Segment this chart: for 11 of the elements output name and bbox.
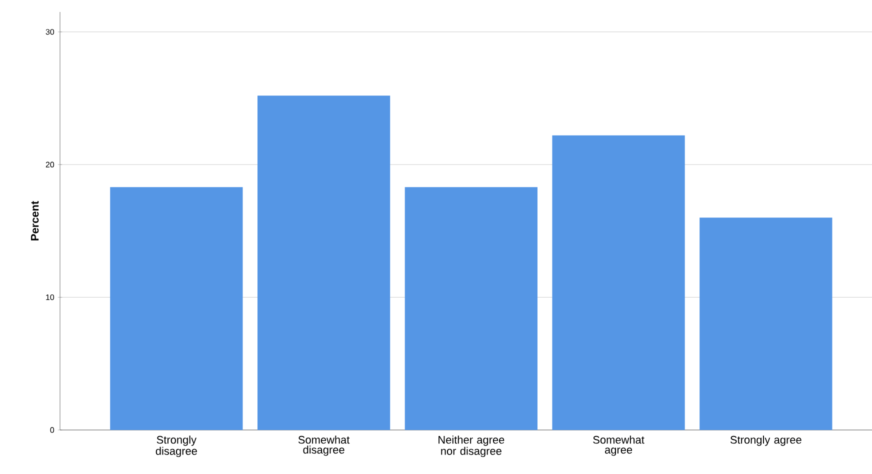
bar [552,135,685,430]
x-tick-label: Strongly disagree [156,436,197,458]
x-tick-label: Strongly agree [730,436,802,446]
bar [700,218,832,430]
bar [404,187,538,430]
y-axis-title: Percent [31,201,39,240]
x-tick-label: Somewhat disagree [298,436,350,456]
bar [257,96,390,430]
x-tick-label: Somewhat agree [593,436,644,456]
bar [110,187,243,430]
x-tick-label: Neither agree nor disagree [438,436,504,458]
